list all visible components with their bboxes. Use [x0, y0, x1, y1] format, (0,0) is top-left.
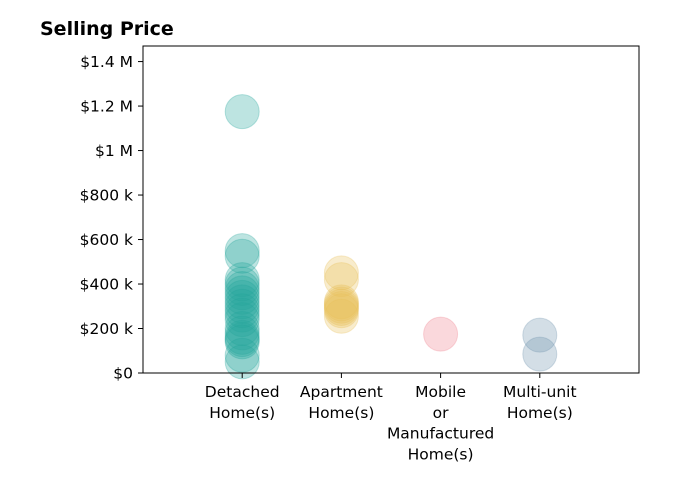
- data-point: [323, 255, 359, 291]
- data-point: [224, 293, 260, 329]
- data-point: [323, 290, 359, 326]
- data-point: [224, 238, 260, 274]
- data-point: [224, 344, 260, 380]
- data-point: [224, 266, 260, 302]
- data-point: [224, 315, 260, 351]
- data-point: [224, 324, 260, 360]
- x-tick-label: Detached Home(s): [205, 383, 280, 422]
- data-point: [224, 94, 260, 130]
- data-point: [224, 270, 260, 306]
- y-tick-label: $800 k: [80, 187, 133, 205]
- data-point: [224, 279, 260, 315]
- y-tick-label: $200 k: [80, 320, 133, 338]
- data-point: [423, 316, 459, 352]
- data-point: [224, 275, 260, 311]
- data-point: [224, 311, 260, 347]
- data-point: [522, 336, 558, 372]
- y-tick-label: $400 k: [80, 276, 133, 294]
- y-axis: $0 $200 k $400 k $600 k $800 k $1 M $1.2 M $1.4…: [80, 53, 143, 383]
- x-axis: Detached Home(s) Apartment Home(s)Mobile or M…: [205, 373, 577, 463]
- y-tick-label: $1 M: [95, 142, 133, 160]
- data-point: [323, 298, 359, 334]
- data-point: [224, 302, 260, 338]
- data-point: [224, 288, 260, 324]
- data-point: [224, 233, 260, 269]
- x-tick-label: Mobile or Manufactured Home(s): [387, 383, 494, 463]
- x-tick-label: Multi-unit Home(s): [503, 383, 577, 422]
- points-layer: [224, 94, 558, 380]
- data-point: [323, 284, 359, 320]
- y-tick-label: $1.4 M: [80, 53, 133, 71]
- chart-title: Selling Price: [40, 18, 174, 40]
- x-tick-label: Apartment Home(s): [300, 383, 383, 422]
- data-point: [224, 262, 260, 298]
- y-tick-label: $600 k: [80, 231, 133, 249]
- data-point: [323, 293, 359, 329]
- data-point: [224, 297, 260, 333]
- data-point: [224, 322, 260, 358]
- data-point: [224, 284, 260, 320]
- data-point: [224, 337, 260, 373]
- y-tick-label: $0: [113, 365, 133, 383]
- data-point: [522, 317, 558, 353]
- data-point: [323, 262, 359, 298]
- data-point: [323, 286, 359, 322]
- data-point: [323, 288, 359, 324]
- data-point: [224, 319, 260, 355]
- y-tick-label: $1.2 M: [80, 98, 133, 116]
- plot-area-frame: [142, 45, 640, 374]
